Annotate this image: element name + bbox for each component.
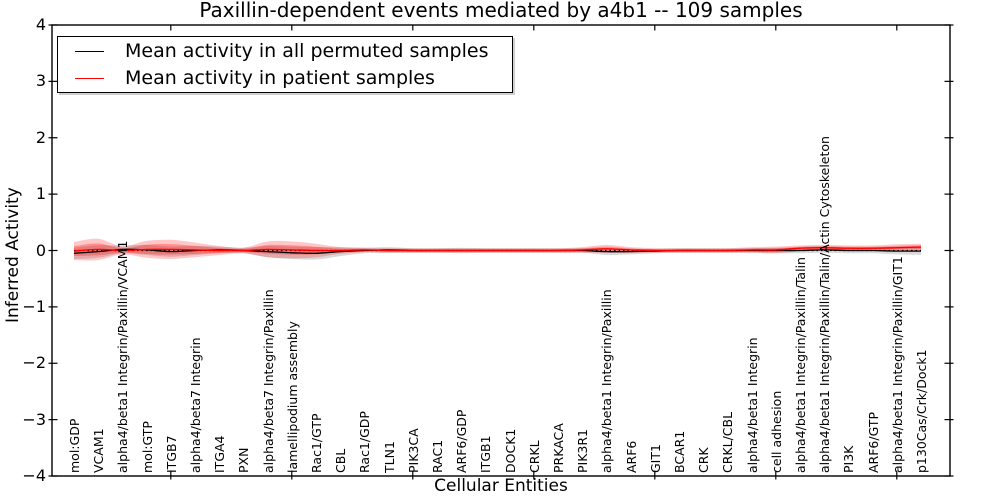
x-category-label: PIK3CA — [405, 428, 421, 473]
y-tick-label: −4 — [22, 466, 46, 485]
y-tick-label: −3 — [22, 409, 46, 429]
legend-line-sample-red — [75, 77, 104, 79]
x-category-label: p130Cas/Crk/Dock1 — [914, 349, 929, 473]
x-axis-label: Cellular Entities — [434, 476, 568, 496]
legend: Mean activity in all permuted samples Me… — [57, 36, 513, 93]
x-category-label: ITGB1 — [478, 435, 494, 473]
legend-line-sample-black — [75, 50, 104, 52]
x-category-label: cell adhesion — [768, 390, 784, 473]
y-tick-label: 1 — [35, 184, 46, 204]
x-category-label: alpha4/beta1 Integrin/Paxillin/Talin/Act… — [817, 136, 833, 473]
x-category-label: RAC1 — [430, 439, 445, 473]
x-category-label: CBL — [333, 448, 349, 473]
x-category-label: alpha4/beta1 Integrin/Paxillin/VCAM1 — [115, 240, 131, 473]
x-category-label: CRK — [696, 447, 712, 473]
x-category-label: Rac1/GTP — [309, 413, 324, 473]
x-category-label: ARF6 — [623, 440, 639, 473]
x-category-label: alpha4/beta7 Integrin/Paxillin — [260, 289, 276, 473]
legend-item-patient: Mean activity in patient samples — [75, 66, 512, 90]
y-tick-label: −1 — [22, 296, 46, 316]
y-tick-label: −2 — [22, 353, 46, 373]
x-category-label: VCAM1 — [91, 428, 107, 473]
patient-band-outer — [74, 238, 921, 261]
x-category-label: DOCK1 — [502, 428, 518, 473]
x-category-label: mol:GTP — [139, 421, 155, 473]
x-category-label: PXN — [236, 447, 252, 473]
permuted-band — [74, 244, 921, 260]
legend-label: Mean activity in patient samples — [125, 67, 435, 89]
chart-title: Paxillin-dependent events mediated by a4… — [199, 0, 803, 22]
y-tick-label: 0 — [35, 240, 46, 260]
legend-item-permuted: Mean activity in all permuted samples — [75, 39, 512, 63]
x-category-label: alpha4/beta1 Integrin/Paxillin — [599, 289, 615, 473]
x-category-label: alpha4/beta1 Integrin/Paxillin/Talin — [793, 257, 808, 473]
y-tick-label: 2 — [35, 127, 46, 147]
x-category-label: PIK3R1 — [575, 428, 591, 473]
x-category-label: CRKL — [526, 440, 542, 473]
x-category-label: Rac1/GDP — [357, 411, 373, 473]
x-category-label: BCAR1 — [672, 430, 687, 473]
x-category-label: TLN1 — [381, 441, 397, 473]
x-category-label: ITGB7 — [163, 435, 179, 473]
x-category-label: PI3K — [841, 445, 857, 473]
legend-label: Mean activity in all permuted samples — [125, 40, 489, 62]
patient-mean-line — [73, 246, 922, 252]
x-category-label: ITGA4 — [212, 435, 228, 473]
x-category-label: alpha4/beta1 Integrin/Paxillin/GIT1 — [889, 256, 905, 473]
x-category-label: CRKL/CBL — [720, 411, 736, 473]
x-category-label: alpha4/beta7 Integrin — [188, 337, 203, 473]
x-category-label: PRKACA — [551, 423, 566, 473]
x-category-label: ARF6/GTP — [865, 411, 881, 473]
y-tick-label: 4 — [35, 15, 46, 34]
x-category-label: ARF6/GDP — [454, 409, 470, 473]
x-category-label: GIT1 — [647, 444, 663, 473]
x-category-label: alpha4/beta1 Integrin — [744, 337, 760, 473]
x-category-label: mol:GDP — [67, 418, 82, 473]
x-category-label: lamellipodium assembly — [284, 321, 300, 473]
y-tick-label: 3 — [35, 71, 46, 91]
